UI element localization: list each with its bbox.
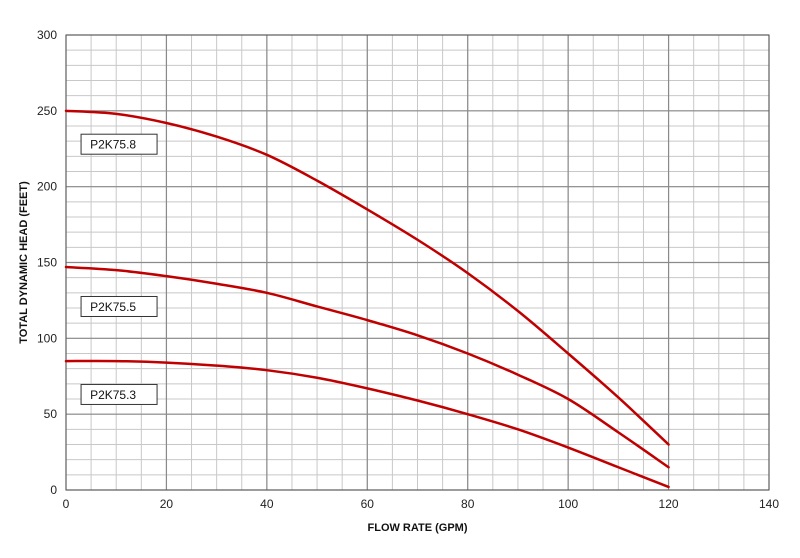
series-label-box — [80, 383, 158, 405]
y-tick-label: 50 — [44, 407, 58, 421]
series-label-text: P2K75.3 — [90, 388, 136, 402]
x-axis-tick-labels: 0 20 40 60 80 100 120 140 — [63, 497, 780, 511]
series-label-2: P2K75.5 — [80, 295, 158, 317]
y-tick-label: 100 — [37, 331, 57, 345]
series-line-p2k75-8 — [64, 109, 670, 446]
y-tick-label: 200 — [37, 180, 57, 194]
x-tick-label: 100 — [558, 497, 578, 511]
x-tick-label: 20 — [160, 497, 174, 511]
y-tick-label: 0 — [50, 483, 57, 497]
series-lines — [64, 109, 670, 489]
x-tick-label: 80 — [461, 497, 475, 511]
y-axis-title: TOTAL DYNAMIC HEAD (FEET) — [18, 181, 30, 344]
plot-frame — [65, 34, 770, 491]
y-axis-tick-labels: 0 50 100 150 200 250 300 — [37, 28, 57, 497]
series-labels: P2K75.8 P2K75.5 P2K75.3 — [80, 133, 158, 405]
y-tick-label: 150 — [37, 256, 57, 270]
x-tick-label: 140 — [759, 497, 779, 511]
series-label-text: P2K75.8 — [90, 138, 136, 152]
series-label-box — [80, 295, 158, 317]
x-tick-label: 120 — [659, 497, 679, 511]
series-label-box — [80, 133, 158, 155]
series-label-1: P2K75.8 — [80, 133, 158, 155]
x-axis-title: FLOW RATE (GPM) — [368, 522, 468, 534]
x-tick-label: 60 — [361, 497, 375, 511]
series-line-p2k75-3 — [64, 359, 670, 489]
y-tick-label: 300 — [37, 28, 57, 42]
x-tick-label: 0 — [63, 497, 70, 511]
series-label-3: P2K75.3 — [80, 383, 158, 405]
x-tick-label: 40 — [260, 497, 274, 511]
series-line-p2k75-5 — [64, 265, 670, 469]
y-tick-label: 250 — [37, 104, 57, 118]
series-label-text: P2K75.5 — [90, 300, 136, 314]
